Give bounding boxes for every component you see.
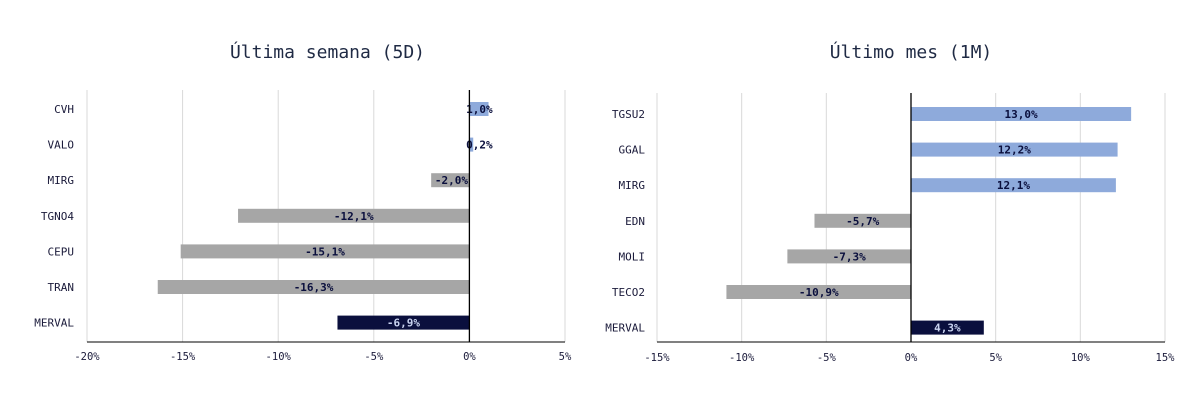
x-tick-label: 5% <box>989 352 1002 364</box>
bar-valo <box>469 137 474 152</box>
bar-chart-month: -15% -10% -5% 0% 5% 10% 15% TGSU2 13,0% GGAL 12,2%… <box>605 93 1176 364</box>
x-tick-label: 5% <box>559 351 572 363</box>
bar-cvh <box>469 102 489 116</box>
bar-tran <box>157 280 470 294</box>
data-label: 12,2% <box>998 144 1031 157</box>
category-label: TGNO4 <box>41 210 74 223</box>
category-label: CVH <box>54 103 74 116</box>
bar-moli <box>787 249 911 264</box>
bar-edn <box>814 213 911 228</box>
data-label: -16,3% <box>294 281 334 294</box>
data-label: -12,1% <box>334 210 374 223</box>
category-label: CEPU <box>48 245 75 258</box>
data-label: -7,3% <box>833 250 866 263</box>
category-label: MERVAL <box>34 317 74 330</box>
bar-mirg <box>911 178 1116 193</box>
bar-merval <box>911 320 984 335</box>
category-label: GGAL <box>619 144 646 157</box>
category-label: VALO <box>48 139 75 152</box>
category-label: TECO2 <box>612 286 645 299</box>
category-label: EDN <box>625 215 645 228</box>
bar-tgsu2 <box>911 107 1132 121</box>
x-tick-label: -5% <box>364 351 384 363</box>
x-tick-label: -15% <box>170 351 196 363</box>
bar-teco2 <box>726 285 911 299</box>
category-label: MOLI <box>619 250 646 263</box>
x-tick-label: 15% <box>1156 352 1176 364</box>
data-label: 12,1% <box>997 179 1030 192</box>
x-tick-label: 10% <box>1071 352 1091 364</box>
bar-cepu <box>180 244 470 259</box>
category-label: TGSU2 <box>612 108 645 121</box>
bar-merval <box>337 315 470 330</box>
data-label: -6,9% <box>387 317 420 330</box>
data-label: -5,7% <box>846 215 879 228</box>
category-label: MIRG <box>48 174 75 187</box>
category-label: MIRG <box>619 179 646 192</box>
chart-title-month: Último mes (1M) <box>829 42 993 63</box>
x-tick-label: -15% <box>644 352 670 364</box>
bar-ggal <box>911 142 1118 157</box>
data-label: -10,9% <box>799 286 839 299</box>
data-label: -15,1% <box>305 245 345 258</box>
data-label: 4,3% <box>934 322 961 335</box>
x-tick-label: 0% <box>463 351 476 363</box>
data-label: 13,0% <box>1005 108 1038 121</box>
data-label: 0,2% <box>466 139 493 152</box>
chart-panel-month: Último mes (1M) -15% -10% -5% 0% 5% 10% 15% TGS… <box>600 0 1200 400</box>
data-label: 1,0% <box>466 103 493 116</box>
x-tick-label: -5% <box>817 352 837 364</box>
category-label: MERVAL <box>605 322 645 335</box>
bar-tgno4 <box>238 208 470 223</box>
x-tick-label: -10% <box>729 352 755 364</box>
bar-mirg <box>431 173 470 188</box>
category-label: TRAN <box>48 281 75 294</box>
data-label: -2,0% <box>435 174 468 187</box>
chart-title-week: Última semana (5D) <box>229 42 426 63</box>
bar-chart-week: -20% -15% -10% -5% 0% 5% CVH 1,0% VALO 0,2% MIRG -2… <box>34 90 572 363</box>
chart-panel-week: Última semana (5D) -20% -15% -10% -5% 0% 5% CV… <box>34 42 572 363</box>
x-tick-label: 0% <box>905 352 918 364</box>
x-tick-label: -10% <box>266 351 292 363</box>
x-tick-label: -20% <box>74 351 100 363</box>
